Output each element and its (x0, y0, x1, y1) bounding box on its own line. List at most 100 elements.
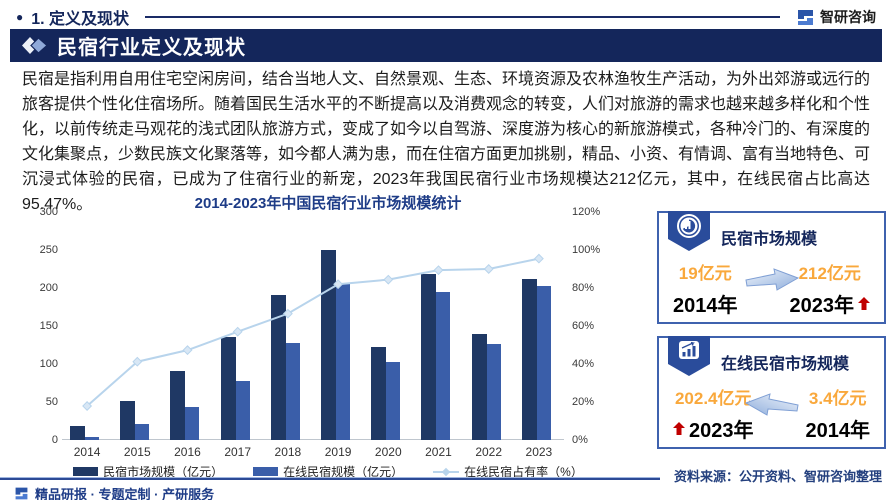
x-axis: 2014 2015 2016 2017 2018 2019 2020 2021 2022 2023 (62, 445, 564, 459)
y-tick-left: 100 (39, 358, 58, 370)
bar-2020-s0 (371, 347, 387, 440)
bar-2014-s1 (85, 437, 99, 440)
panel-values: 19亿元 2014年 212亿元 2023年 (659, 259, 884, 318)
panel-right-stat: 3.4亿元 2014年 (806, 384, 871, 443)
bar-2020-s1 (386, 361, 401, 440)
y-tick-right: 40% (572, 358, 595, 370)
x-tick: 2018 (274, 445, 302, 459)
double-diamond-icon (22, 37, 48, 54)
footer-logo-icon (15, 487, 28, 500)
stat-year: 2014年 (673, 295, 738, 317)
bar-2019-s0 (321, 250, 336, 440)
y-tick-left: 50 (45, 396, 58, 408)
chart-plot (62, 212, 564, 440)
bar-2022-s1 (486, 344, 501, 440)
y-tick-left: 150 (39, 320, 58, 332)
panel-right-stat: 212亿元 2023年 (789, 259, 870, 318)
section-label: 1. 定义及现状 (31, 11, 130, 28)
bar-2015-s0 (120, 401, 136, 440)
legend-label: 民宿市场规模（亿元） (103, 465, 224, 479)
legend-label: 在线民宿占有率（%） (464, 465, 583, 479)
y-tick-right: 120% (572, 206, 601, 218)
page-header: ● 1. 定义及现状 智研咨询 (16, 5, 876, 29)
x-tick: 2014 (73, 445, 101, 459)
bar-2019-s1 (336, 284, 350, 440)
stat-year: 2014年 (805, 420, 871, 442)
bar-2016-s0 (170, 370, 186, 440)
bar-2021-s1 (436, 291, 451, 440)
bar-2014-s0 (70, 425, 85, 440)
stat-year: 2023年 (789, 295, 855, 317)
bar-2023-s1 (536, 286, 551, 440)
y-tick-left: 300 (39, 206, 58, 218)
panel-market-size: 民宿市场规模 19亿元 2014年 212亿元 2023年 (657, 211, 886, 324)
bar-chart-badge-icon (668, 336, 710, 376)
legend-bar-swatch (253, 467, 279, 476)
market-size-chart: 2014-2023年中国民宿行业市场规模统计 0 50 100 150 200 250 30… (30, 190, 626, 490)
trend-arrow-left-icon (744, 393, 799, 416)
x-tick: 2016 (174, 445, 201, 459)
panel-title: 在线民宿市场规模 (721, 356, 850, 373)
brand-logo-icon (798, 9, 813, 25)
bar-2017-s0 (220, 337, 236, 440)
panel-title: 民宿市场规模 (721, 231, 818, 248)
panel-online-market-size: 在线民宿市场规模 202.4亿元 2023年 3.4亿元 2014年 (657, 336, 886, 449)
brand-logo-text: 智研咨询 (820, 9, 876, 25)
x-tick: 2022 (475, 445, 503, 459)
bar-2015-s1 (135, 424, 150, 440)
x-tick: 2023 (525, 445, 553, 459)
header-divider (145, 16, 780, 18)
y-tick-right: 60% (572, 320, 595, 332)
chart-legend: 民宿市场规模（亿元） 在线民宿规模（亿元） 在线民宿占有率（%） (30, 463, 626, 480)
y-tick-right: 20% (572, 396, 595, 408)
stat-value: 202.4亿元 (674, 389, 752, 408)
footer-slogan: 精品研报 · 专题定制 · 产研服务 (14, 484, 214, 500)
stat-value: 3.4亿元 (808, 389, 867, 408)
footer-divider (0, 477, 660, 480)
bar-2018-s1 (285, 343, 300, 440)
stat-value: 212亿元 (798, 264, 861, 283)
bar-2016-s1 (185, 407, 200, 440)
legend-item: 在线民宿规模（亿元） (253, 463, 403, 480)
bar-2022-s0 (471, 333, 487, 440)
trend-arrow-right-icon (744, 268, 799, 291)
section-title: 民宿行业定义及现状 (57, 37, 246, 59)
panel-left-stat: 19亿元 2014年 (673, 259, 738, 318)
pie-chart-badge-icon (668, 211, 710, 251)
y-tick-right: 0% (572, 434, 588, 446)
y-tick-left: 250 (39, 244, 58, 256)
section-title-bar: 民宿行业定义及现状 (10, 29, 882, 62)
y-axis-left: 0 50 100 150 200 250 300 (30, 206, 58, 446)
stat-value: 19亿元 (678, 264, 732, 283)
x-tick: 2017 (224, 445, 252, 459)
legend-line-swatch (433, 470, 460, 473)
y-tick-right: 100% (572, 244, 601, 256)
occupancy-rate-line (82, 253, 544, 411)
y-axis-right: 0% 20% 40% 60% 80% 100% 120% (572, 206, 614, 446)
footer-slogan-text: 精品研报 · 专题定制 · 产研服务 (35, 487, 215, 500)
panel-left-stat: 202.4亿元 2023年 (673, 384, 754, 443)
data-source-note: 资料来源：公开资料、智研咨询整理 (673, 469, 882, 484)
bar-2021-s0 (421, 274, 437, 440)
x-tick: 2015 (123, 445, 151, 459)
x-tick: 2021 (425, 445, 452, 459)
y-tick-right: 80% (572, 282, 595, 294)
panel-values: 202.4亿元 2023年 3.4亿元 2014年 (659, 384, 884, 443)
legend-label: 在线民宿规模（亿元） (283, 465, 404, 479)
bar-2018-s0 (270, 294, 286, 440)
y-tick-left: 0 (51, 434, 58, 446)
bar-2023-s0 (521, 278, 537, 440)
legend-item: 在线民宿占有率（%） (433, 463, 583, 480)
x-tick: 2019 (324, 445, 352, 459)
stat-year: 2023年 (689, 420, 754, 442)
y-tick-left: 200 (39, 282, 58, 294)
legend-item: 民宿市场规模（亿元） (73, 463, 223, 480)
legend-bar-swatch (73, 467, 99, 476)
up-arrow-icon (673, 422, 685, 435)
bar-2017-s1 (235, 381, 250, 440)
up-arrow-icon (858, 297, 870, 310)
section-bullet-icon: ● (16, 10, 24, 24)
chart-title: 2014-2023年中国民宿行业市场规模统计 (194, 195, 462, 212)
x-tick: 2020 (374, 445, 402, 459)
